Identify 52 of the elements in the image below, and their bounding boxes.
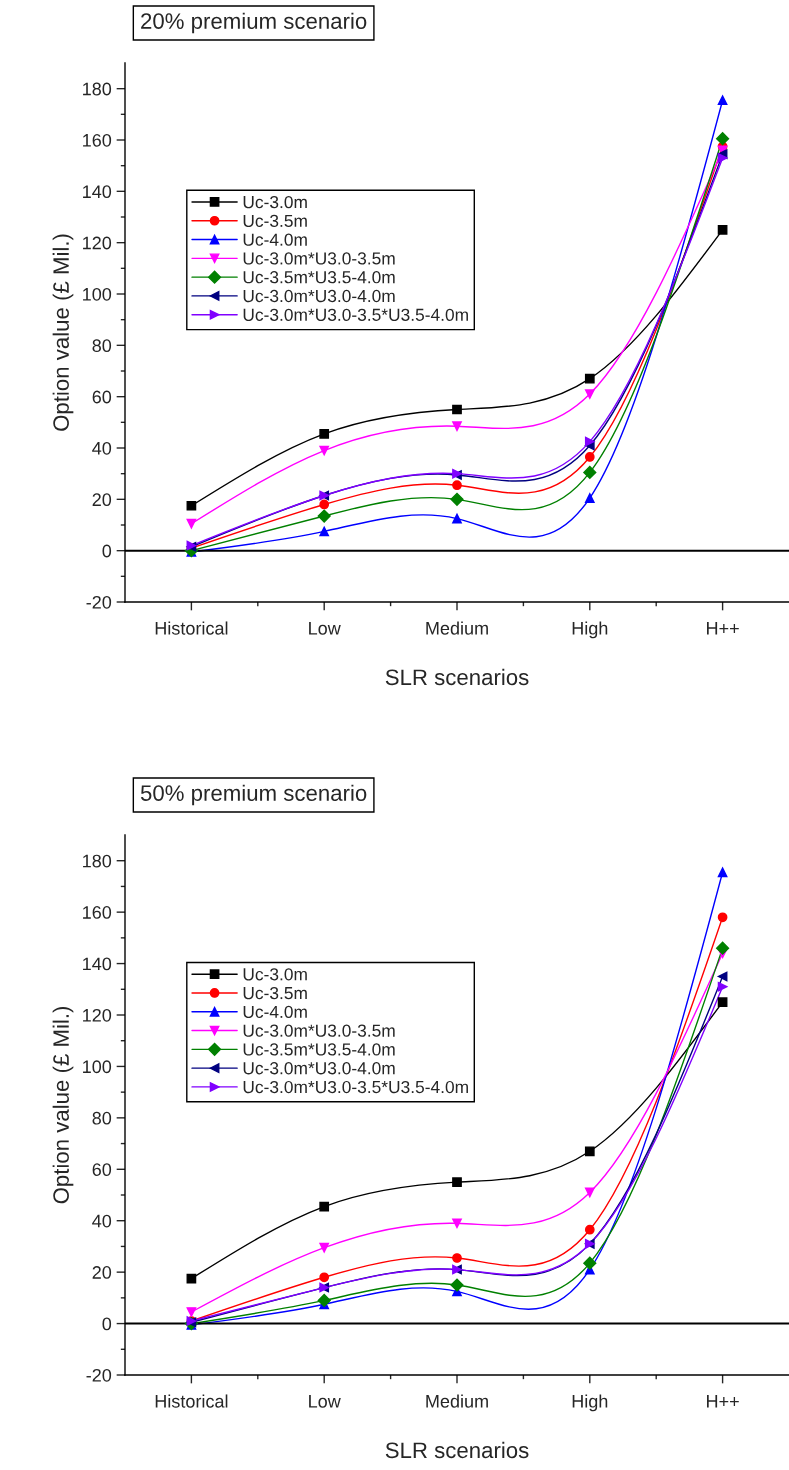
y-tick-label: 180: [83, 854, 112, 868]
legend-label: Uc-3.0m*U3.0-3.5*U3.5-4.0m: [243, 308, 468, 321]
y-tick-label: 160: [83, 133, 112, 147]
y-tick-label: 40: [92, 441, 112, 455]
y-tick-label: -20: [86, 1368, 112, 1382]
x-tick-label: Medium: [426, 621, 488, 635]
legend-label: Uc-3.0m*U3.0-3.5*U3.5-4.0m: [243, 1080, 468, 1094]
x-tick-label: H++: [707, 1395, 739, 1408]
legend-label: Uc-3.5m*U3.5-4.0m: [243, 271, 395, 284]
x-tick-label: H++: [707, 622, 739, 635]
y-tick-label: 60: [92, 390, 112, 404]
y-tick-label: 160: [83, 906, 112, 919]
y-tick-label: 40: [92, 1214, 112, 1228]
legend-label: Uc-4.0m: [243, 1005, 307, 1019]
x-tick-label: Historical: [155, 1394, 228, 1408]
y-tick-label: 100: [83, 1060, 112, 1074]
legend-label: Uc-3.0m*U3.0-4.0m: [243, 1062, 395, 1075]
legend-label: Uc-3.0m: [243, 968, 307, 981]
y-tick-label: 180: [83, 82, 112, 96]
legend-label: Uc-3.0m*U3.0-3.5m: [243, 252, 395, 265]
x-tick-label: Low: [309, 1395, 341, 1408]
y-tick-label: 120: [83, 236, 112, 250]
x-tick-label: Medium: [426, 1394, 488, 1408]
y-axis-title: Option value (£ Mil.): [52, 1006, 74, 1204]
legend-label: Uc-3.0m*U3.0-4.0m: [243, 289, 395, 303]
y-tick-label: 20: [92, 493, 112, 507]
y-tick-label: 20: [92, 1266, 112, 1279]
y-tick-label: -20: [86, 595, 112, 609]
x-axis-title: SLR scenarios: [385, 668, 529, 686]
legend-label: Uc-3.0m*U3.0-3.5m: [243, 1024, 395, 1037]
y-tick-label: 100: [83, 287, 112, 301]
legend-label: Uc-3.0m: [243, 195, 307, 209]
legend-label: Uc-4.0m: [243, 233, 307, 246]
y-tick-label: 140: [83, 185, 112, 199]
chart-title: 20% premium scenario: [141, 12, 367, 34]
y-axis-title: Option value (£ Mil.): [52, 234, 74, 431]
y-tick-label: 0: [102, 544, 112, 558]
y-tick-label: 120: [83, 1008, 112, 1022]
x-tick-label: Low: [309, 622, 341, 635]
x-tick-label: Historical: [155, 621, 228, 635]
legend-label: Uc-3.5m: [243, 214, 307, 228]
y-tick-label: 80: [92, 339, 112, 353]
legend-label: Uc-3.5m*U3.5-4.0m: [243, 1043, 395, 1056]
x-tick-label: High: [572, 1394, 608, 1412]
x-tick-label: High: [572, 621, 608, 639]
y-tick-label: 0: [102, 1317, 112, 1331]
x-axis-title: SLR scenarios: [385, 1441, 529, 1459]
y-tick-label: 60: [92, 1163, 112, 1177]
chart-title: 50% premium scenario: [140, 784, 367, 806]
y-tick-label: 140: [83, 957, 112, 971]
y-tick-label: 80: [92, 1111, 112, 1125]
legend-label: Uc-3.5m: [243, 986, 307, 1000]
